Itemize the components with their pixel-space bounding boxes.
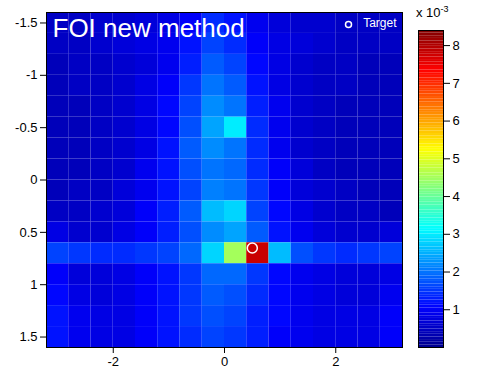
svg-text:4: 4 <box>453 189 460 204</box>
svg-text:-2: -2 <box>107 354 119 369</box>
svg-text:1.5: 1.5 <box>19 329 37 344</box>
svg-text:-0.5: -0.5 <box>15 120 37 135</box>
svg-text:Target: Target <box>363 16 397 30</box>
svg-text:5: 5 <box>453 151 460 166</box>
svg-text:0: 0 <box>221 354 228 369</box>
svg-text:1: 1 <box>453 302 460 317</box>
svg-text:0: 0 <box>30 172 37 187</box>
svg-text:1: 1 <box>30 277 37 292</box>
svg-text:-1.5: -1.5 <box>15 15 37 30</box>
svg-text:-1: -1 <box>26 67 38 82</box>
svg-text:FOI new method: FOI new method <box>53 13 245 43</box>
svg-text:2: 2 <box>453 264 460 279</box>
svg-text:3: 3 <box>453 226 460 241</box>
svg-text:7: 7 <box>453 75 460 90</box>
html-text:x 10-3: x 10-3 <box>416 4 449 21</box>
svg-text:8: 8 <box>453 38 460 53</box>
svg-text:0.5: 0.5 <box>19 225 37 240</box>
svg-text:6: 6 <box>453 113 460 128</box>
svg-text:2: 2 <box>332 354 339 369</box>
